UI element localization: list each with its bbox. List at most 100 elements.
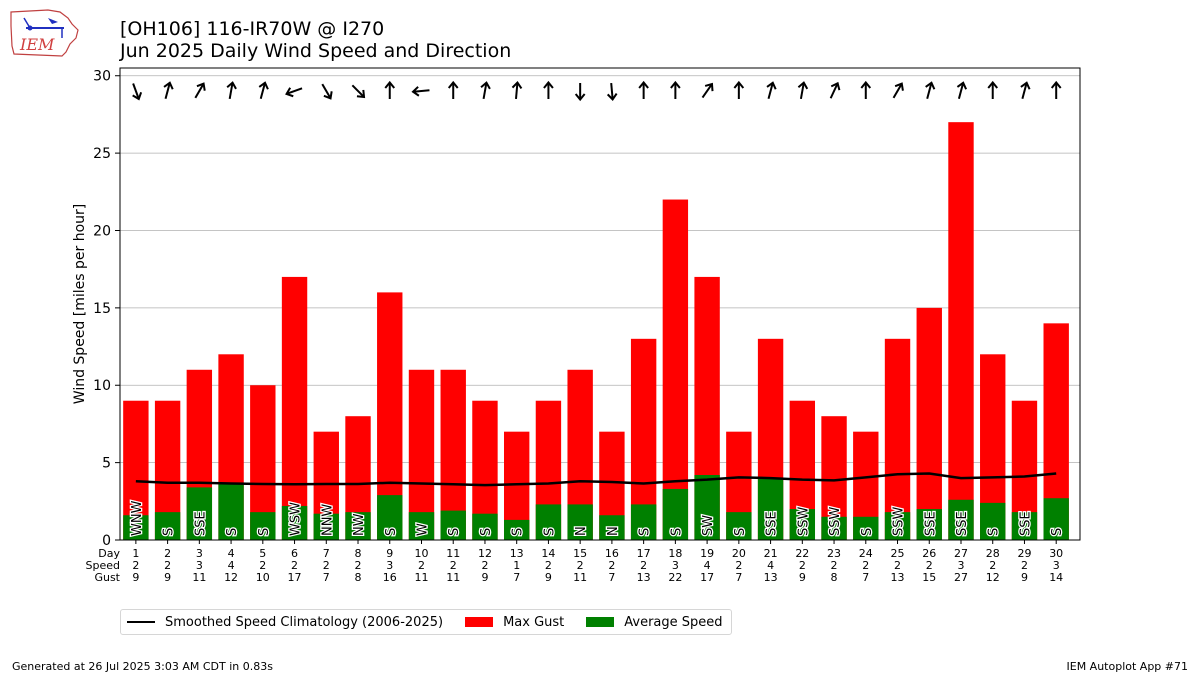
direction-label: W [415,523,430,536]
x-tick-label-speed: 2 [862,559,869,572]
x-tick-label-day: 13 [510,547,524,560]
x-tick-label-gust: 9 [1021,571,1028,584]
x-tick-label-speed: 2 [894,559,901,572]
x-tick-label-day: 3 [196,547,203,560]
direction-label: S [1050,528,1065,536]
bar-average-speed [916,509,942,540]
direction-label: WSW [289,502,304,536]
y-tick-label: 25 [93,146,111,162]
x-tick-label-day: 22 [795,547,809,560]
direction-label: S [479,528,494,536]
direction-arrow [956,81,968,99]
x-tick-label-gust: 7 [513,571,520,584]
bar-average-speed [504,519,530,540]
x-tick-label-speed: 4 [704,559,711,572]
series-line-climatology [135,472,1057,487]
x-tick-label-gust: 16 [383,571,397,584]
x-tick-label-gust: 9 [164,571,171,584]
x-tick-label-day: 28 [986,547,1000,560]
direction-label: NW [352,513,367,536]
x-tick-label-day: 15 [573,547,587,560]
x-tick-label-gust: 27 [954,571,968,584]
legend-swatch-average-speed [586,617,615,627]
y-tick-label: 30 [93,69,111,85]
bar-average-speed [567,504,593,540]
x-tick-label-day: 1 [132,547,139,560]
direction-arrow [701,82,714,99]
x-tick-label-speed: 2 [799,559,806,572]
legend: Smoothed Speed Climatology (2006-2025) M… [120,609,732,635]
direction-arrow [543,80,554,99]
bar-average-speed [408,512,435,540]
legend-swatch-max-gust [465,617,494,627]
bar-average-speed [726,512,752,540]
x-tick-label-gust: 10 [256,571,270,584]
bar-average-speed [948,499,974,540]
direction-arrow [1050,80,1062,99]
bar-max-gust [884,338,911,540]
direction-label: N [606,526,621,536]
direction-arrow [511,80,523,100]
logo-text: IEM [19,35,55,54]
direction-arrow [194,82,206,99]
bar-average-speed [980,502,1006,540]
bar-average-speed [440,510,466,540]
x-tick-label-day: 7 [323,547,330,560]
x-tick-label-speed: 3 [672,559,679,572]
x-tick-label-day: 20 [732,547,746,560]
direction-arrow [574,83,586,102]
direction-arrow [480,81,491,100]
direction-arrow [606,82,618,102]
x-tick-label-day: 10 [414,547,428,560]
direction-arrow [285,87,303,98]
x-tick-label-speed: 2 [735,559,742,572]
x-tick-label-speed: 2 [989,559,996,572]
x-tick-label-gust: 11 [192,571,206,584]
x-tick-label-day: 19 [700,547,714,560]
direction-label: SSW [828,506,843,536]
x-tick-label-day: 12 [478,547,492,560]
bar-average-speed [250,512,276,540]
direction-arrow [321,83,333,100]
bar-average-speed [535,504,562,540]
direction-label: S [384,528,399,536]
direction-label: S [733,528,748,536]
x-tick-label-speed: 1 [513,559,520,572]
bar-average-speed [884,512,911,540]
bar-average-speed [599,515,625,540]
x-tick-label-speed: 2 [640,559,647,572]
x-tick-label-gust: 9 [132,571,139,584]
x-tick-label-day: 30 [1049,547,1063,560]
x-tick-label-gust: 12 [224,571,238,584]
x-tick-label-day: 11 [446,547,460,560]
x-tick-label-day: 9 [386,547,393,560]
direction-arrow [132,83,143,101]
legend-label-climatology: Smoothed Speed Climatology (2006-2025) [165,614,444,630]
x-tick-label-speed: 2 [450,559,457,572]
direction-arrow [411,86,430,97]
x-tick-label-speed: 2 [545,559,552,572]
legend-item-average-speed: Average Speed [586,615,723,630]
direction-arrow [226,81,237,100]
bar-average-speed [662,488,689,540]
x-tick-label-speed: 2 [608,559,615,572]
direction-label: SSW [796,506,811,536]
x-tick-label-day: 18 [668,547,682,560]
x-tick-label-gust: 8 [355,571,362,584]
x-tick-label-gust: 11 [573,571,587,584]
y-tick-label: 0 [102,533,111,549]
x-tick-label-speed: 2 [259,559,266,572]
legend-item-max-gust: Max Gust [465,615,564,630]
bar-average-speed [1043,498,1069,540]
row-label: Day [98,547,120,560]
x-tick-label-speed: 2 [1021,559,1028,572]
bar-max-gust [281,276,308,540]
bar-average-speed [281,505,308,540]
direction-arrow [163,81,174,99]
direction-label: SSE [955,511,970,536]
x-tick-label-gust: 11 [414,571,428,584]
x-tick-label-speed: 2 [355,559,362,572]
direction-label: S [257,528,272,536]
bar-max-gust [662,199,689,540]
